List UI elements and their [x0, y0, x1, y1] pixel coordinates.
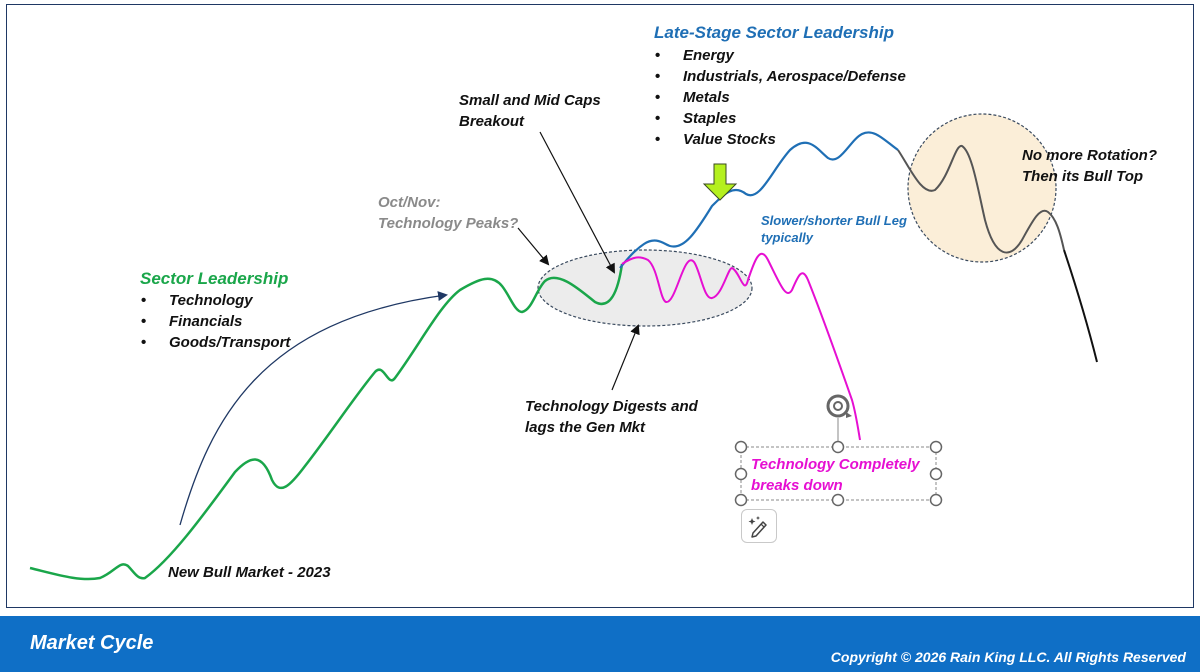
no-more-rotation-label: No more Rotation? Then its Bull Top — [1022, 145, 1157, 187]
breakdown-line2: breaks down — [751, 477, 843, 494]
green-bull-curve — [29, 263, 624, 581]
small-mid-line2: Breakout — [459, 113, 525, 130]
down-arrow-icon — [702, 163, 738, 201]
resize-handles[interactable] — [734, 440, 943, 507]
oct-nov-arrow — [517, 227, 550, 266]
list-item: Energy — [655, 45, 906, 66]
sector-leadership-title: Sector Leadership — [140, 269, 289, 288]
bull-to-sector-arrow — [179, 291, 448, 526]
footer-title: Market Cycle — [30, 632, 154, 654]
magic-pen-button[interactable] — [741, 509, 777, 543]
list-item: Value Stocks — [655, 129, 906, 150]
small-mid-arrow — [539, 131, 615, 274]
footer-bar — [0, 616, 1200, 672]
slower-leg-label: Slower/shorter Bull Leg typically — [761, 212, 907, 246]
small-mid-label: Small and Mid Caps Breakout — [459, 90, 601, 132]
blue-late-curve — [619, 131, 899, 269]
no-more-line1: No more Rotation? — [1022, 147, 1157, 164]
no-more-line2: Then its Bull Top — [1022, 168, 1144, 185]
magenta-tech-curve — [621, 252, 861, 441]
digest-ellipse — [537, 249, 753, 327]
list-item: Goods/Transport — [141, 332, 290, 353]
list-item: Industrials, Aerospace/Defense — [655, 66, 906, 87]
black-decline-line — [1063, 249, 1098, 363]
gray-top-curve — [897, 145, 1065, 254]
digest-arrow — [611, 324, 640, 391]
breakdown-label[interactable]: Technology Completely breaks down — [751, 454, 920, 496]
sector-leadership-list: Technology Financials Goods/Transport — [141, 290, 290, 353]
digest-line1: Technology Digests and — [525, 398, 698, 415]
late-stage-list: Energy Industrials, Aerospace/Defense Me… — [655, 45, 906, 150]
rotate-handle-icon[interactable] — [826, 394, 852, 418]
slower-line1: Slower/shorter Bull Leg — [761, 213, 907, 228]
small-mid-line1: Small and Mid Caps — [459, 92, 601, 109]
digest-label: Technology Digests and lags the Gen Mkt — [525, 396, 698, 438]
new-bull-label: New Bull Market - 2023 — [168, 564, 331, 581]
list-item: Metals — [655, 87, 906, 108]
digest-line2: lags the Gen Mkt — [525, 419, 646, 436]
oct-nov-label: Oct/Nov: Technology Peaks? — [378, 192, 518, 234]
magic-pen-icon — [748, 516, 767, 538]
list-item: Financials — [141, 311, 290, 332]
oct-nov-line1: Oct/Nov: — [378, 194, 441, 211]
late-stage-title: Late-Stage Sector Leadership — [654, 23, 894, 42]
footer-copyright: Copyright © 2026 Rain King LLC. All Righ… — [830, 649, 1186, 665]
oct-nov-line2: Technology Peaks? — [378, 215, 519, 232]
diagram-frame — [6, 4, 1194, 608]
list-item: Staples — [655, 108, 906, 129]
bull-top-circle — [907, 113, 1057, 263]
slower-line2: typically — [761, 230, 814, 245]
breakdown-line1: Technology Completely — [751, 456, 920, 473]
list-item: Technology — [141, 290, 290, 311]
